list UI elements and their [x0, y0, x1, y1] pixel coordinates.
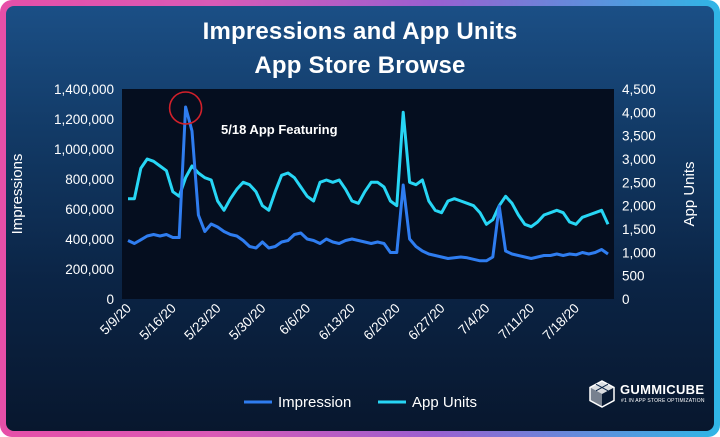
plot-area: [122, 89, 614, 299]
impression-series-line: [127, 105, 609, 263]
x-tick-label: 6/20/20: [360, 301, 402, 343]
x-tick-label: 5/9/20: [97, 301, 134, 338]
left-tick-label: 800,000: [65, 172, 114, 187]
right-tick-label: 1,500: [622, 222, 656, 237]
brand-name: GUMMICUBE: [620, 382, 705, 397]
right-tick-label: 3,000: [622, 152, 656, 167]
legend-label-app-units: App Units: [412, 394, 477, 411]
left-tick-label: 400,000: [65, 232, 114, 247]
x-tick-label: 7/18/20: [540, 301, 582, 343]
right-axis-label: App Units: [681, 161, 698, 226]
left-tick-label: 1,400,000: [54, 82, 114, 97]
x-tick-label: 5/30/20: [226, 301, 268, 343]
x-tick-label: 6/13/20: [316, 301, 358, 343]
chart-title: Impressions and App Units: [202, 18, 518, 45]
left-tick-label: 200,000: [65, 262, 114, 277]
gummicube-logo-icon: [589, 380, 615, 408]
right-tick-label: 2,000: [622, 199, 656, 214]
x-tick-label: 6/6/20: [276, 301, 313, 338]
left-axis-label: Impressions: [9, 154, 26, 235]
app-units-series-line: [128, 110, 610, 229]
x-tick-label: 5/16/20: [136, 301, 178, 343]
right-tick-label: 4,000: [622, 105, 656, 120]
x-tick-label: 7/11/20: [496, 301, 538, 343]
chart-subtitle: App Store Browse: [254, 52, 466, 79]
brand-tagline: #1 IN APP STORE OPTIMIZATION: [621, 398, 705, 404]
right-tick-label: 1,000: [622, 245, 656, 260]
right-tick-label: 0: [622, 292, 630, 307]
x-tick-label: 5/23/20: [181, 301, 223, 343]
featuring-highlight-circle: [168, 91, 203, 125]
x-tick-label: 6/27/20: [405, 301, 447, 343]
left-tick-label: 600,000: [65, 202, 114, 217]
legend-label-impression: Impression: [278, 394, 351, 411]
left-tick-label: 1,200,000: [54, 112, 114, 127]
right-tick-label: 2,500: [622, 175, 656, 190]
x-tick-label: 7/4/20: [455, 301, 492, 338]
right-tick-label: 500: [622, 269, 645, 284]
left-tick-label: 1,000,000: [54, 142, 114, 157]
right-tick-label: 3,500: [622, 129, 656, 144]
left-tick-label: 0: [106, 292, 114, 307]
featuring-annotation: 5/18 App Featuring: [221, 122, 338, 137]
right-tick-label: 4,500: [622, 82, 656, 97]
